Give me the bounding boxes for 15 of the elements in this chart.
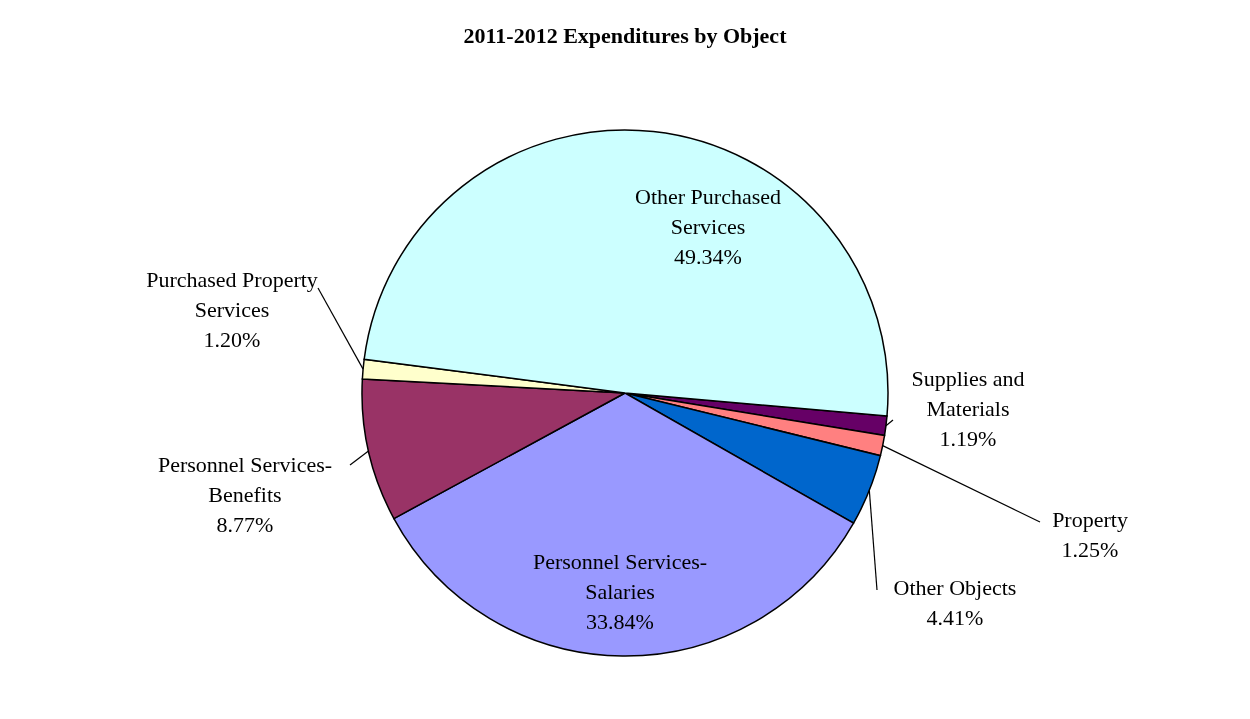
slice-label: Personnel Services-Benefits [157, 452, 333, 507]
data-label: 1.19% [939, 426, 997, 451]
data-label: 1.25% [1061, 537, 1119, 562]
data-label: 49.34% [674, 244, 742, 269]
data-label: 8.77% [216, 512, 274, 537]
data-label: 33.84% [586, 609, 654, 634]
data-label: 4.41% [926, 605, 984, 630]
slice-label: Personnel Services-Salaries [532, 549, 708, 604]
slice-label: Other Objects [893, 575, 1017, 600]
slice-label: Property [1052, 507, 1128, 532]
slice-label: Purchased Property Services [146, 267, 318, 322]
data-label: 1.20% [203, 327, 261, 352]
slice-label: Supplies and Materials [911, 366, 1025, 421]
chart-title: 2011-2012 Expenditures by Object [463, 23, 788, 48]
slice-label: Other Purchased Services [634, 184, 782, 239]
